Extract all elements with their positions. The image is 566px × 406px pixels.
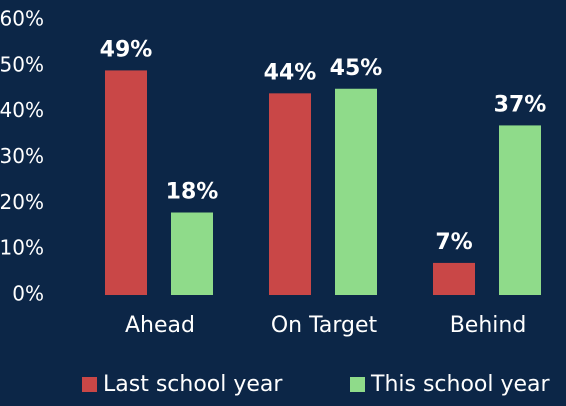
x-tick-label: Ahead xyxy=(125,313,195,338)
value-label: 44% xyxy=(264,60,317,85)
y-tick-label: 50% xyxy=(0,52,44,76)
bar xyxy=(335,88,377,295)
value-label: 49% xyxy=(100,37,153,62)
legend-label: This school year xyxy=(370,372,551,397)
legend-swatch xyxy=(82,377,97,392)
y-tick-label: 30% xyxy=(0,144,44,168)
y-tick-label: 10% xyxy=(0,236,44,260)
bar xyxy=(499,125,541,296)
legend-swatch xyxy=(350,377,365,392)
value-label: 7% xyxy=(435,230,472,255)
bar xyxy=(269,93,311,295)
value-label: 45% xyxy=(330,56,383,81)
y-tick-label: 20% xyxy=(0,190,44,214)
x-tick-label: On Target xyxy=(271,313,378,338)
y-tick-label: 40% xyxy=(0,98,44,122)
value-label: 37% xyxy=(494,92,547,117)
y-tick-label: 60% xyxy=(0,7,44,31)
bar xyxy=(433,262,475,295)
value-label: 18% xyxy=(166,180,219,205)
legend-label: Last school year xyxy=(103,372,283,397)
bar xyxy=(171,212,213,295)
bar xyxy=(105,70,147,296)
y-tick-label: 0% xyxy=(12,282,44,306)
x-tick-label: Behind xyxy=(450,313,527,338)
